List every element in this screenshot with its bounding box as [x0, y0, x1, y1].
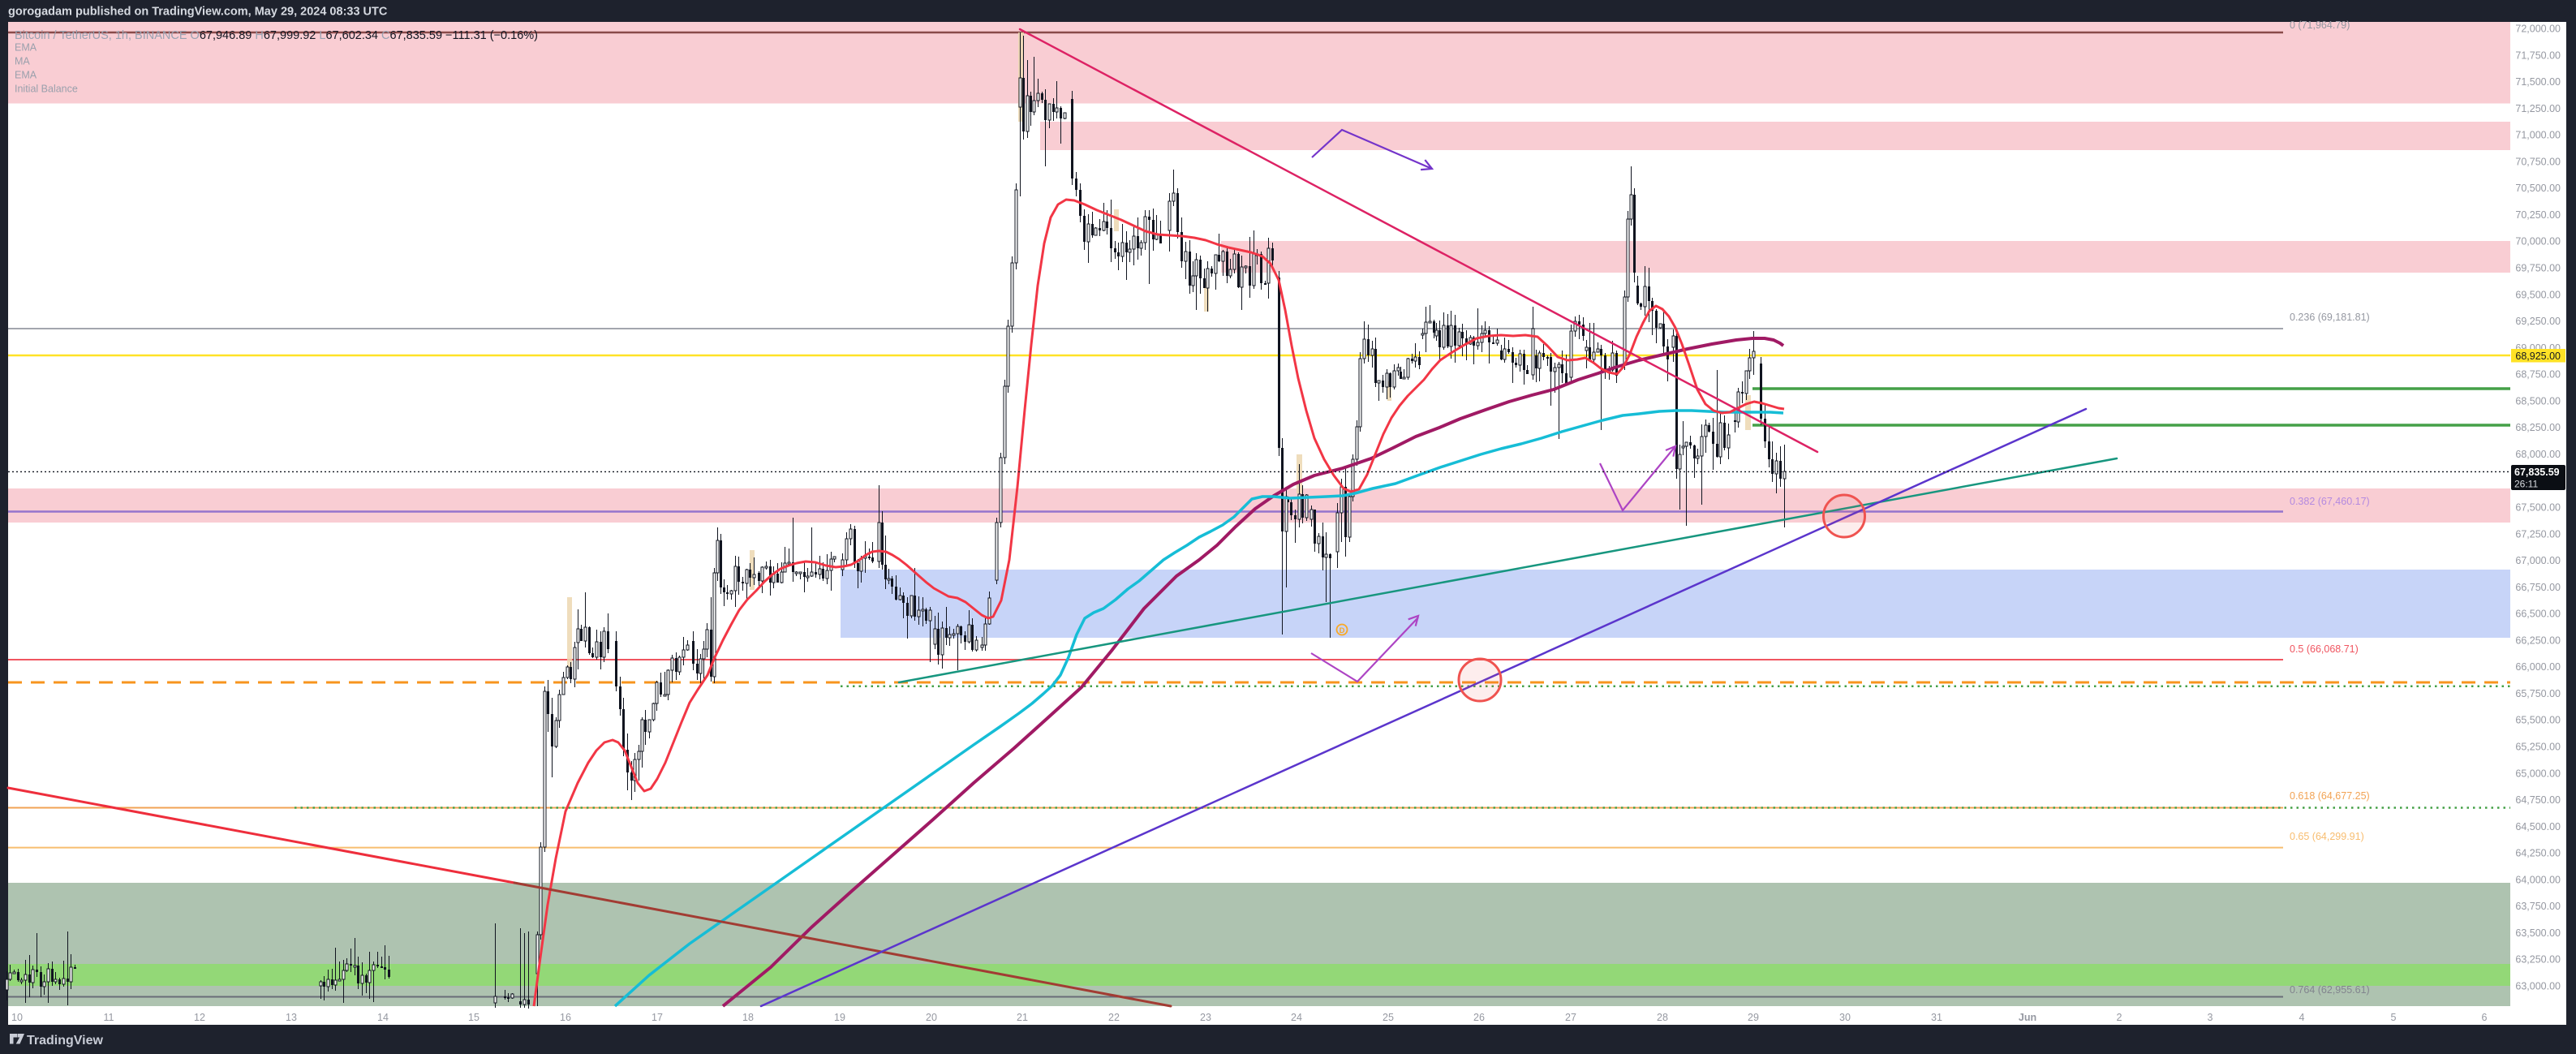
svg-text:26:11: 26:11 — [2514, 479, 2538, 490]
svg-text:13: 13 — [286, 1012, 297, 1023]
svg-text:0.764 (62,955.61): 0.764 (62,955.61) — [2290, 984, 2370, 996]
svg-text:71,500.00: 71,500.00 — [2515, 76, 2561, 88]
svg-text:63,500.00: 63,500.00 — [2515, 927, 2561, 939]
svg-text:4: 4 — [2299, 1012, 2305, 1023]
svg-text:71,000.00: 71,000.00 — [2515, 130, 2561, 141]
svg-text:24: 24 — [1291, 1012, 1302, 1023]
svg-text:0.382 (67,460.17): 0.382 (67,460.17) — [2290, 496, 2370, 507]
svg-text:11: 11 — [104, 1012, 114, 1023]
svg-text:64,750.00: 64,750.00 — [2515, 794, 2561, 806]
svg-text:64,250.00: 64,250.00 — [2515, 848, 2561, 859]
svg-text:65,250.00: 65,250.00 — [2515, 742, 2561, 753]
svg-text:66,500.00: 66,500.00 — [2515, 609, 2561, 620]
svg-text:69,750.00: 69,750.00 — [2515, 263, 2561, 274]
svg-text:21: 21 — [1017, 1012, 1028, 1023]
svg-text:19: 19 — [834, 1012, 845, 1023]
svg-text:68,925.00: 68,925.00 — [2515, 351, 2561, 362]
svg-text:gorogadam published on Trading: gorogadam published on TradingView.com, … — [8, 6, 388, 19]
svg-text:TradingView: TradingView — [27, 1034, 104, 1048]
svg-text:22: 22 — [1108, 1012, 1120, 1023]
svg-text:68,250.00: 68,250.00 — [2515, 422, 2561, 433]
svg-text:28: 28 — [1657, 1012, 1668, 1023]
svg-text:23: 23 — [1200, 1012, 1211, 1023]
svg-text:71,250.00: 71,250.00 — [2515, 103, 2561, 114]
svg-text:0.5 (66,068.71): 0.5 (66,068.71) — [2290, 643, 2359, 655]
svg-text:65,000.00: 65,000.00 — [2515, 768, 2561, 779]
svg-text:10: 10 — [11, 1012, 23, 1023]
svg-text:70,000.00: 70,000.00 — [2515, 236, 2561, 247]
svg-text:2: 2 — [2117, 1012, 2122, 1023]
svg-text:3: 3 — [2208, 1012, 2213, 1023]
svg-text:29: 29 — [1748, 1012, 1759, 1023]
svg-text:0.65 (64,299.91): 0.65 (64,299.91) — [2290, 831, 2364, 842]
svg-text:0.618 (64,677.25): 0.618 (64,677.25) — [2290, 790, 2370, 802]
svg-text:Initial Balance: Initial Balance — [15, 84, 78, 95]
svg-text:30: 30 — [1839, 1012, 1851, 1023]
svg-text:20: 20 — [926, 1012, 937, 1023]
svg-text:31: 31 — [1931, 1012, 1942, 1023]
svg-text:71,750.00: 71,750.00 — [2515, 49, 2561, 61]
svg-text:EMA: EMA — [15, 70, 37, 81]
svg-text:65,500.00: 65,500.00 — [2515, 715, 2561, 726]
svg-text:26: 26 — [1473, 1012, 1485, 1023]
svg-text:68,750.00: 68,750.00 — [2515, 369, 2561, 381]
svg-text:66,750.00: 66,750.00 — [2515, 582, 2561, 593]
svg-text:64,000.00: 64,000.00 — [2515, 874, 2561, 885]
svg-text:D: D — [1340, 626, 1345, 635]
svg-text:Jun: Jun — [2019, 1012, 2036, 1023]
svg-text:12: 12 — [194, 1012, 205, 1023]
svg-text:14: 14 — [377, 1012, 389, 1023]
svg-text:64,500.00: 64,500.00 — [2515, 821, 2561, 832]
svg-text:70,750.00: 70,750.00 — [2515, 156, 2561, 167]
svg-text:16: 16 — [560, 1012, 571, 1023]
svg-text:18: 18 — [742, 1012, 754, 1023]
svg-text:6: 6 — [2482, 1012, 2488, 1023]
svg-text:17: 17 — [652, 1012, 663, 1023]
svg-text:EMA: EMA — [15, 42, 37, 54]
svg-text:5: 5 — [2391, 1012, 2397, 1023]
svg-text:MA: MA — [15, 56, 30, 67]
svg-text:27: 27 — [1565, 1012, 1576, 1023]
svg-text:67,000.00: 67,000.00 — [2515, 555, 2561, 566]
svg-text:67,835.59: 67,835.59 — [2514, 467, 2560, 478]
svg-text:69,500.00: 69,500.00 — [2515, 289, 2561, 300]
svg-text:72,000.00: 72,000.00 — [2515, 24, 2561, 35]
svg-text:69,250.00: 69,250.00 — [2515, 316, 2561, 327]
svg-text:63,250.00: 63,250.00 — [2515, 954, 2561, 966]
svg-text:Bitcoin / TetherUS, 1h, BINANC: Bitcoin / TetherUS, 1h, BINANCE O67,946.… — [15, 29, 538, 42]
svg-text:15: 15 — [468, 1012, 480, 1023]
svg-text:63,750.00: 63,750.00 — [2515, 901, 2561, 912]
svg-text:67,500.00: 67,500.00 — [2515, 502, 2561, 514]
svg-text:65,750.00: 65,750.00 — [2515, 688, 2561, 699]
svg-text:66,000.00: 66,000.00 — [2515, 661, 2561, 673]
svg-text:0 (71,964.79): 0 (71,964.79) — [2290, 19, 2350, 31]
svg-text:63,000.00: 63,000.00 — [2515, 981, 2561, 992]
svg-text:67,250.00: 67,250.00 — [2515, 528, 2561, 540]
svg-text:0.236 (69,181.81): 0.236 (69,181.81) — [2290, 312, 2370, 323]
svg-text:68,000.00: 68,000.00 — [2515, 449, 2561, 460]
svg-text:70,250.00: 70,250.00 — [2515, 209, 2561, 221]
svg-text:70,500.00: 70,500.00 — [2515, 183, 2561, 194]
svg-text:66,250.00: 66,250.00 — [2515, 635, 2561, 646]
svg-text:25: 25 — [1383, 1012, 1394, 1023]
svg-text:68,500.00: 68,500.00 — [2515, 395, 2561, 407]
